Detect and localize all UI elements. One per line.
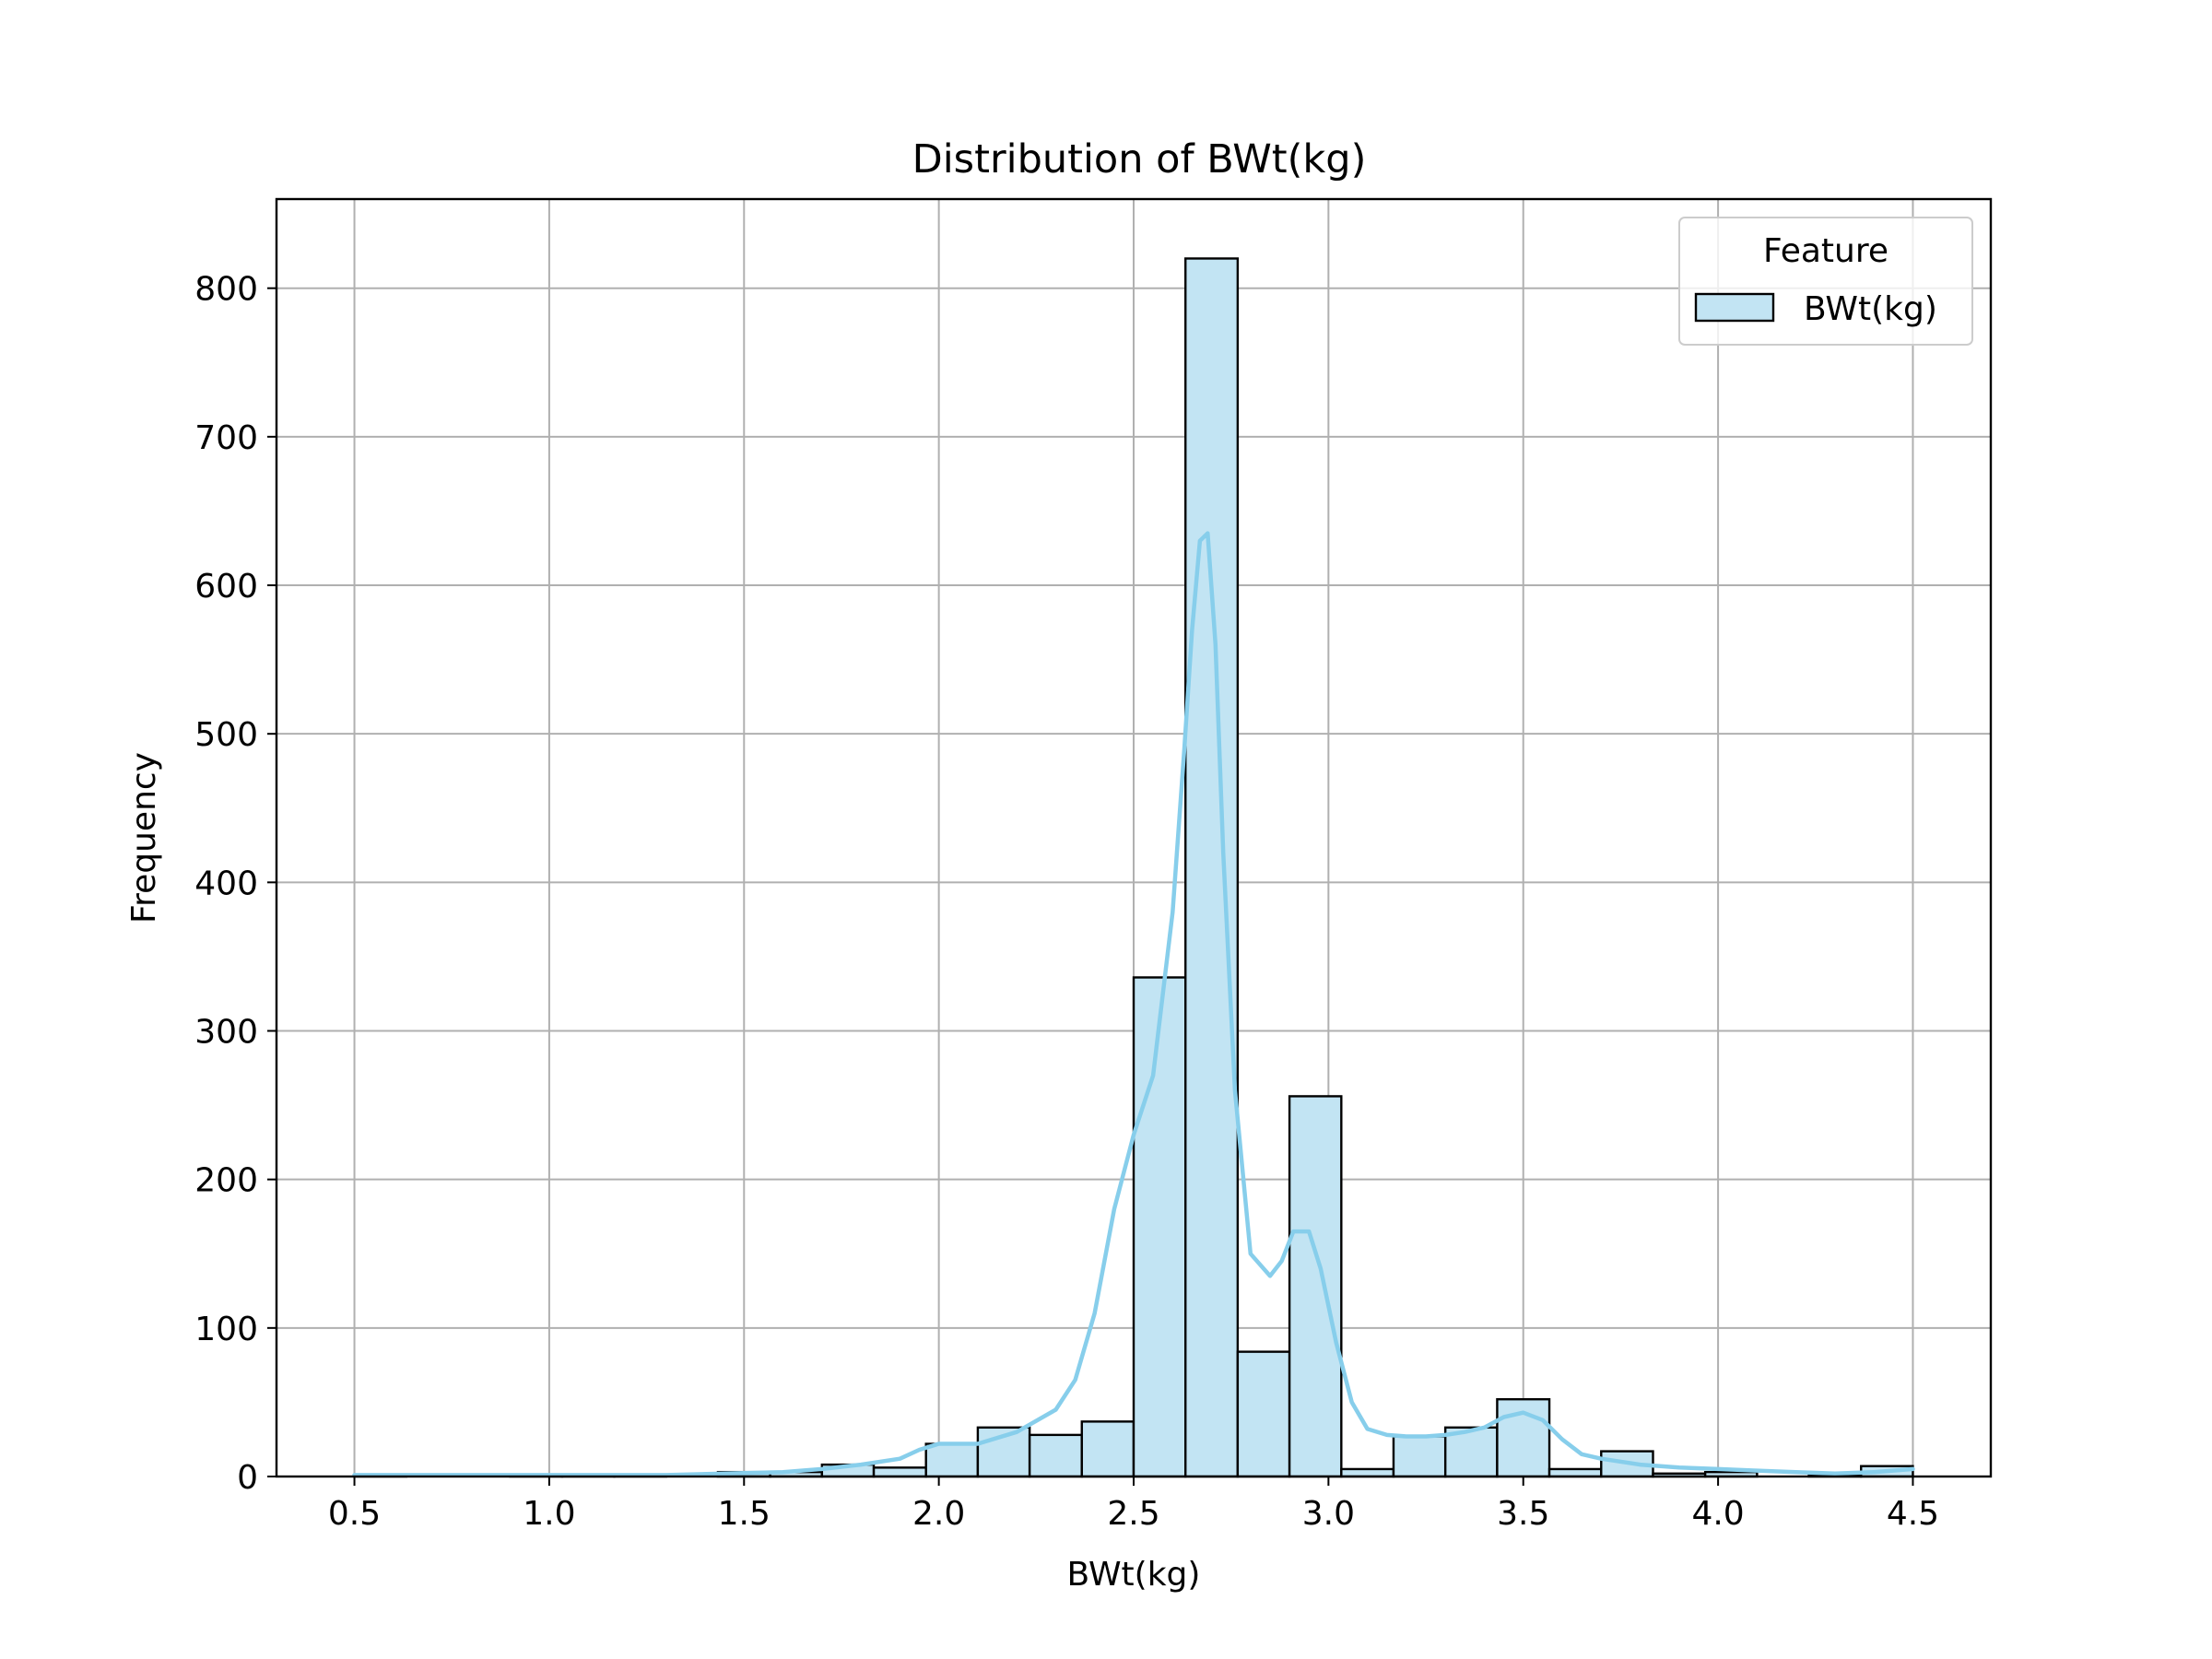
y-tick-label: 200 (194, 1162, 258, 1200)
histogram-bar (924, 1442, 980, 1478)
histogram-bar (1028, 1433, 1083, 1478)
x-tick-label: 2.0 (912, 1495, 965, 1533)
x-axis-ticks: 0.5 1.0 1.5 2.0 2.5 3.0 3.5 4.0 4.5 (328, 1477, 1939, 1533)
legend: Feature BWt(kg) (1678, 217, 1973, 346)
histogram-bar (1184, 257, 1240, 1478)
histogram-bar (1340, 1467, 1395, 1478)
histogram-bar (1132, 976, 1187, 1478)
histogram-bar (1288, 1095, 1343, 1478)
histogram-bar (1236, 1350, 1291, 1478)
y-tick-label: 600 (194, 568, 258, 606)
legend-title: Feature (1763, 232, 1888, 270)
y-axis-ticks: 0 100 200 300 400 500 600 700 800 (194, 271, 276, 1497)
y-tick-label: 500 (194, 716, 258, 754)
histogram-bar (872, 1466, 927, 1478)
x-tick-label: 4.5 (1887, 1495, 1939, 1533)
y-tick-label: 300 (194, 1014, 258, 1052)
x-tick-label: 2.5 (1107, 1495, 1159, 1533)
y-tick-label: 0 (237, 1459, 258, 1497)
chart-title: Distribution of BWt(kg) (912, 136, 1367, 182)
x-tick-label: 4.0 (1691, 1495, 1744, 1533)
x-axis-label: BWt(kg) (1067, 1556, 1201, 1594)
y-tick-label: 800 (194, 271, 258, 309)
y-tick-label: 100 (194, 1311, 258, 1348)
x-tick-label: 1.0 (523, 1495, 575, 1533)
y-axis-label: Frequency (125, 752, 163, 924)
histogram-bar (1547, 1467, 1603, 1478)
y-tick-label: 400 (194, 865, 258, 902)
histogram-bars (353, 257, 1914, 1478)
y-tick-label: 700 (194, 419, 258, 457)
legend-entry-label: BWt(kg) (1804, 290, 1937, 328)
kde-line (352, 531, 1915, 1477)
legend-swatch (1694, 292, 1775, 323)
x-tick-label: 1.5 (718, 1495, 771, 1533)
x-tick-label: 3.5 (1497, 1495, 1549, 1533)
x-tick-label: 0.5 (328, 1495, 381, 1533)
histogram-bar (1080, 1420, 1135, 1478)
kde-curve (352, 531, 1915, 1477)
histogram-bar (1392, 1435, 1447, 1478)
x-tick-label: 3.0 (1302, 1495, 1355, 1533)
